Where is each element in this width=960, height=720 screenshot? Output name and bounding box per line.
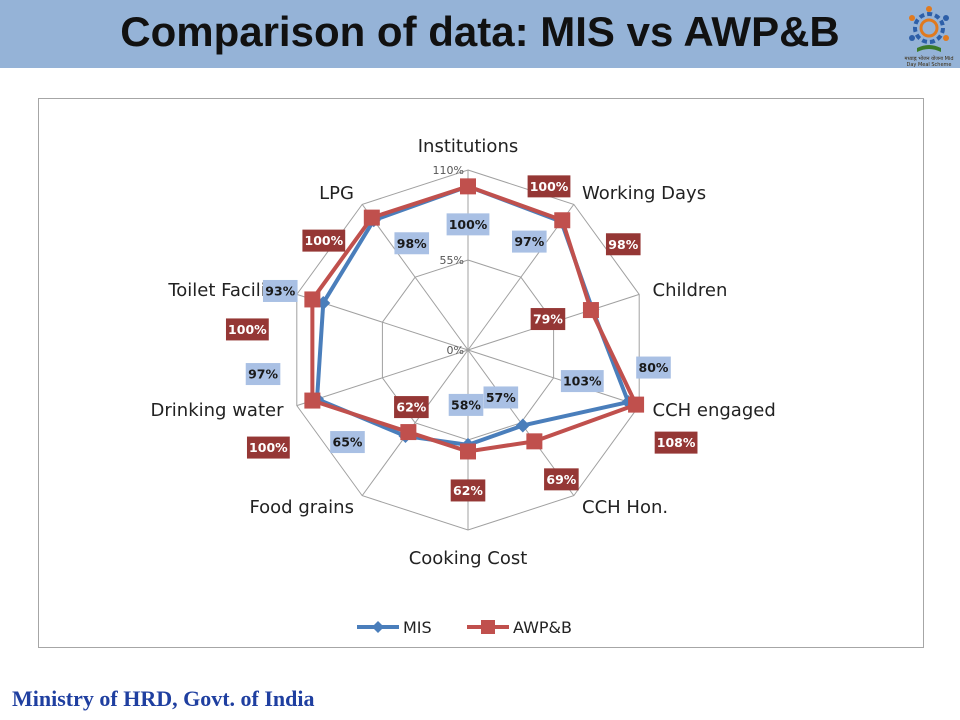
axis-label: Children [653, 280, 728, 301]
legend-item-1: AWP&B [467, 618, 572, 637]
data-point [460, 443, 476, 460]
data-labels: 100% 97% 80% 103% 57% 58% 65% 97% 93% 98% 100% 98% 7… [225, 175, 698, 502]
data-label: 62% [450, 479, 486, 502]
data-label: 100% [225, 318, 269, 341]
title-band [0, 0, 960, 68]
svg-text:100%: 100% [228, 322, 267, 337]
data-label: 97% [511, 230, 547, 253]
axis-label: LPG [319, 183, 354, 204]
logo-text: मध्याह्न भोजन योजना Mid Day Meal Scheme [904, 56, 954, 68]
data-point [582, 302, 599, 319]
axis-label: CCH Hon. [582, 497, 668, 518]
tick-label: 0% [447, 344, 464, 357]
mdm-logo: मध्याह्न भोजन योजना Mid Day Meal Scheme [900, 4, 958, 68]
data-label: 93% [262, 279, 298, 302]
data-label: 80% [636, 356, 671, 379]
grid-spoke [361, 349, 469, 496]
data-label: 79% [530, 308, 566, 331]
data-point [304, 392, 321, 409]
data-point [400, 424, 417, 441]
svg-text:100%: 100% [449, 217, 488, 232]
svg-text:100%: 100% [305, 233, 344, 248]
svg-text:57%: 57% [486, 390, 516, 405]
svg-text:97%: 97% [514, 234, 544, 249]
axis-label: CCH engaged [653, 400, 776, 421]
tick-label: 110% [433, 164, 464, 177]
axis-label: Institutions [418, 136, 518, 157]
axis-label: Toilet Facility [167, 280, 283, 301]
axis-labels: Institutions Working Days Children CCH enga… [151, 136, 776, 569]
radial-ticks: 0% 55% 110% [433, 164, 464, 357]
data-point [526, 433, 543, 450]
data-label: 98% [394, 232, 430, 255]
svg-text:93%: 93% [265, 283, 295, 298]
svg-text:100%: 100% [530, 179, 569, 194]
data-label: 97% [245, 363, 281, 386]
svg-text:98%: 98% [608, 237, 638, 252]
svg-text:108%: 108% [657, 435, 696, 450]
svg-text:97%: 97% [248, 367, 278, 382]
data-point [304, 291, 321, 308]
data-label: 100% [527, 175, 571, 198]
svg-text:69%: 69% [546, 472, 576, 487]
data-label: 65% [330, 431, 365, 454]
mdm-logo-icon [909, 6, 949, 52]
svg-text:62%: 62% [396, 400, 426, 415]
data-label: 69% [544, 468, 579, 491]
grid-spoke [296, 349, 469, 407]
data-point [515, 418, 530, 433]
grid-spoke [361, 204, 469, 351]
svg-text:103%: 103% [563, 374, 602, 389]
legend-item-0: MIS [357, 618, 432, 637]
data-point [363, 209, 380, 226]
series-1 [304, 178, 645, 460]
svg-text:100%: 100% [249, 440, 288, 455]
series-lines [304, 178, 645, 460]
axis-label: Working Days [582, 183, 706, 204]
tick-label: 55% [440, 254, 464, 267]
svg-text:62%: 62% [453, 483, 483, 498]
data-label: 58% [448, 393, 484, 416]
radar-chart: 0% 55% 110% Institutions Working Days Childr… [151, 136, 776, 637]
data-label: 100% [246, 436, 290, 459]
footer-text: Ministry of HRD, Govt. of India [12, 686, 315, 711]
svg-text:98%: 98% [397, 236, 427, 251]
svg-text:58%: 58% [451, 397, 481, 412]
axis-label: Food grains [249, 497, 354, 518]
chart-area: 0% 55% 110% Institutions Working Days Childr… [38, 98, 924, 648]
svg-text:79%: 79% [533, 312, 563, 327]
data-label: 100% [446, 213, 490, 236]
axis-label: Drinking water [151, 400, 285, 421]
legend: MIS AWP&B [357, 618, 572, 637]
legend-label: AWP&B [513, 618, 572, 637]
data-label: 100% [302, 229, 346, 252]
data-label: 103% [560, 370, 604, 393]
svg-text:80%: 80% [639, 360, 669, 375]
data-point [460, 178, 476, 195]
data-label: 57% [483, 386, 519, 409]
axis-label: Cooking Cost [409, 548, 528, 569]
legend-label: MIS [403, 618, 432, 637]
data-label: 62% [394, 396, 429, 419]
data-label: 108% [654, 431, 698, 454]
data-point [554, 212, 571, 229]
data-point [628, 396, 645, 413]
data-label: 98% [605, 233, 641, 256]
grid-spoke [467, 204, 575, 351]
grid-spoke [467, 349, 640, 407]
slide-title: Comparison of data: MIS vs AWP&B [120, 8, 840, 55]
svg-text:65%: 65% [333, 435, 363, 450]
